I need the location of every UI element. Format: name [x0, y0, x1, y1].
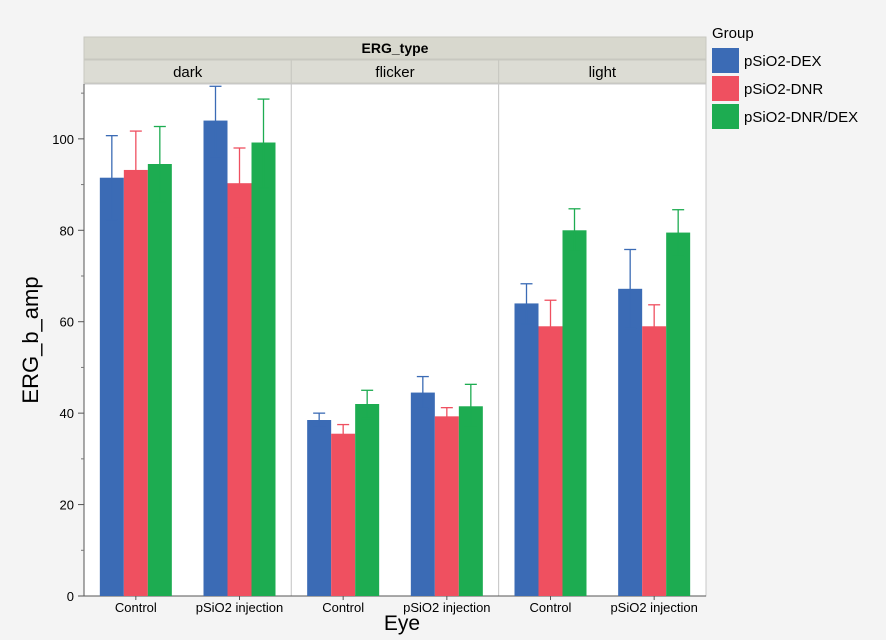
x-tick-label: pSiO2 injection — [403, 600, 490, 615]
bar-pSiO2-DNR/DEX-flicker-Control — [355, 404, 380, 596]
bar-pSiO2-DNR-flicker-pSiO2 injection — [434, 416, 459, 596]
x-tick-label: Control — [530, 600, 572, 615]
x-tick-label: pSiO2 injection — [610, 600, 697, 615]
bar-pSiO2-DEX-dark-Control — [99, 177, 124, 596]
bar-pSiO2-DNR-light-Control — [538, 326, 563, 596]
bar-pSiO2-DNR/DEX-dark-pSiO2 injection — [251, 142, 276, 596]
legend-swatch — [712, 48, 739, 73]
bar-pSiO2-DEX-light-Control — [514, 303, 539, 596]
y-tick-label: 60 — [60, 315, 74, 330]
legend-swatch — [712, 76, 739, 101]
y-tick-label: 100 — [52, 132, 74, 147]
bar-pSiO2-DEX-flicker-Control — [307, 420, 332, 596]
facet-title-strip — [83, 36, 707, 60]
x-tick-label: Control — [322, 600, 364, 615]
facet-label-light: light — [589, 64, 617, 81]
y-axis-label: ERG_b_amp — [18, 276, 43, 403]
bar-pSiO2-DNR-dark-Control — [123, 169, 148, 596]
facet-title: ERG_type — [362, 40, 429, 56]
y-tick-label: 40 — [60, 406, 74, 421]
bar-pSiO2-DNR/DEX-dark-Control — [147, 164, 172, 596]
bar-pSiO2-DNR/DEX-light-Control — [562, 230, 587, 597]
bar-pSiO2-DNR-dark-pSiO2 injection — [227, 183, 252, 596]
bar-pSiO2-DNR/DEX-light-pSiO2 injection — [666, 232, 691, 597]
y-axis: 0 20 40 60 80 100 — [52, 84, 85, 604]
legend-label: pSiO2-DNR — [744, 81, 823, 98]
facet-label-dark: dark — [173, 64, 203, 81]
bar-pSiO2-DNR-light-pSiO2 injection — [642, 326, 667, 596]
y-tick-label: 0 — [67, 589, 74, 604]
legend-label: pSiO2-DNR/DEX — [744, 109, 858, 126]
chart-marks — [99, 85, 691, 597]
legend-title: Group — [712, 25, 754, 42]
x-tick-label: Control — [115, 600, 157, 615]
x-tick-label: pSiO2 injection — [196, 600, 283, 615]
y-tick-label: 80 — [60, 223, 74, 238]
bar-pSiO2-DNR-flicker-Control — [331, 433, 356, 596]
bar-pSiO2-DEX-dark-pSiO2 injection — [203, 120, 228, 597]
bar-pSiO2-DEX-flicker-pSiO2 injection — [410, 392, 435, 596]
facet-label-flicker: flicker — [375, 64, 414, 81]
legend-swatch — [712, 104, 739, 129]
x-axis: Control pSiO2 injection Control pSiO2 injec… — [84, 595, 706, 615]
y-tick-label: 20 — [60, 498, 74, 513]
legend: Group pSiO2-DEX pSiO2-DNR pSiO2-DNR/DEX — [712, 25, 858, 129]
plot-panels — [83, 83, 707, 597]
bar-pSiO2-DEX-light-pSiO2 injection — [618, 288, 643, 596]
facet-strip-light — [498, 59, 707, 84]
x-axis-label: Eye — [384, 612, 420, 635]
legend-label: pSiO2-DEX — [744, 53, 822, 70]
bar-pSiO2-DNR/DEX-flicker-pSiO2 injection — [458, 406, 483, 596]
